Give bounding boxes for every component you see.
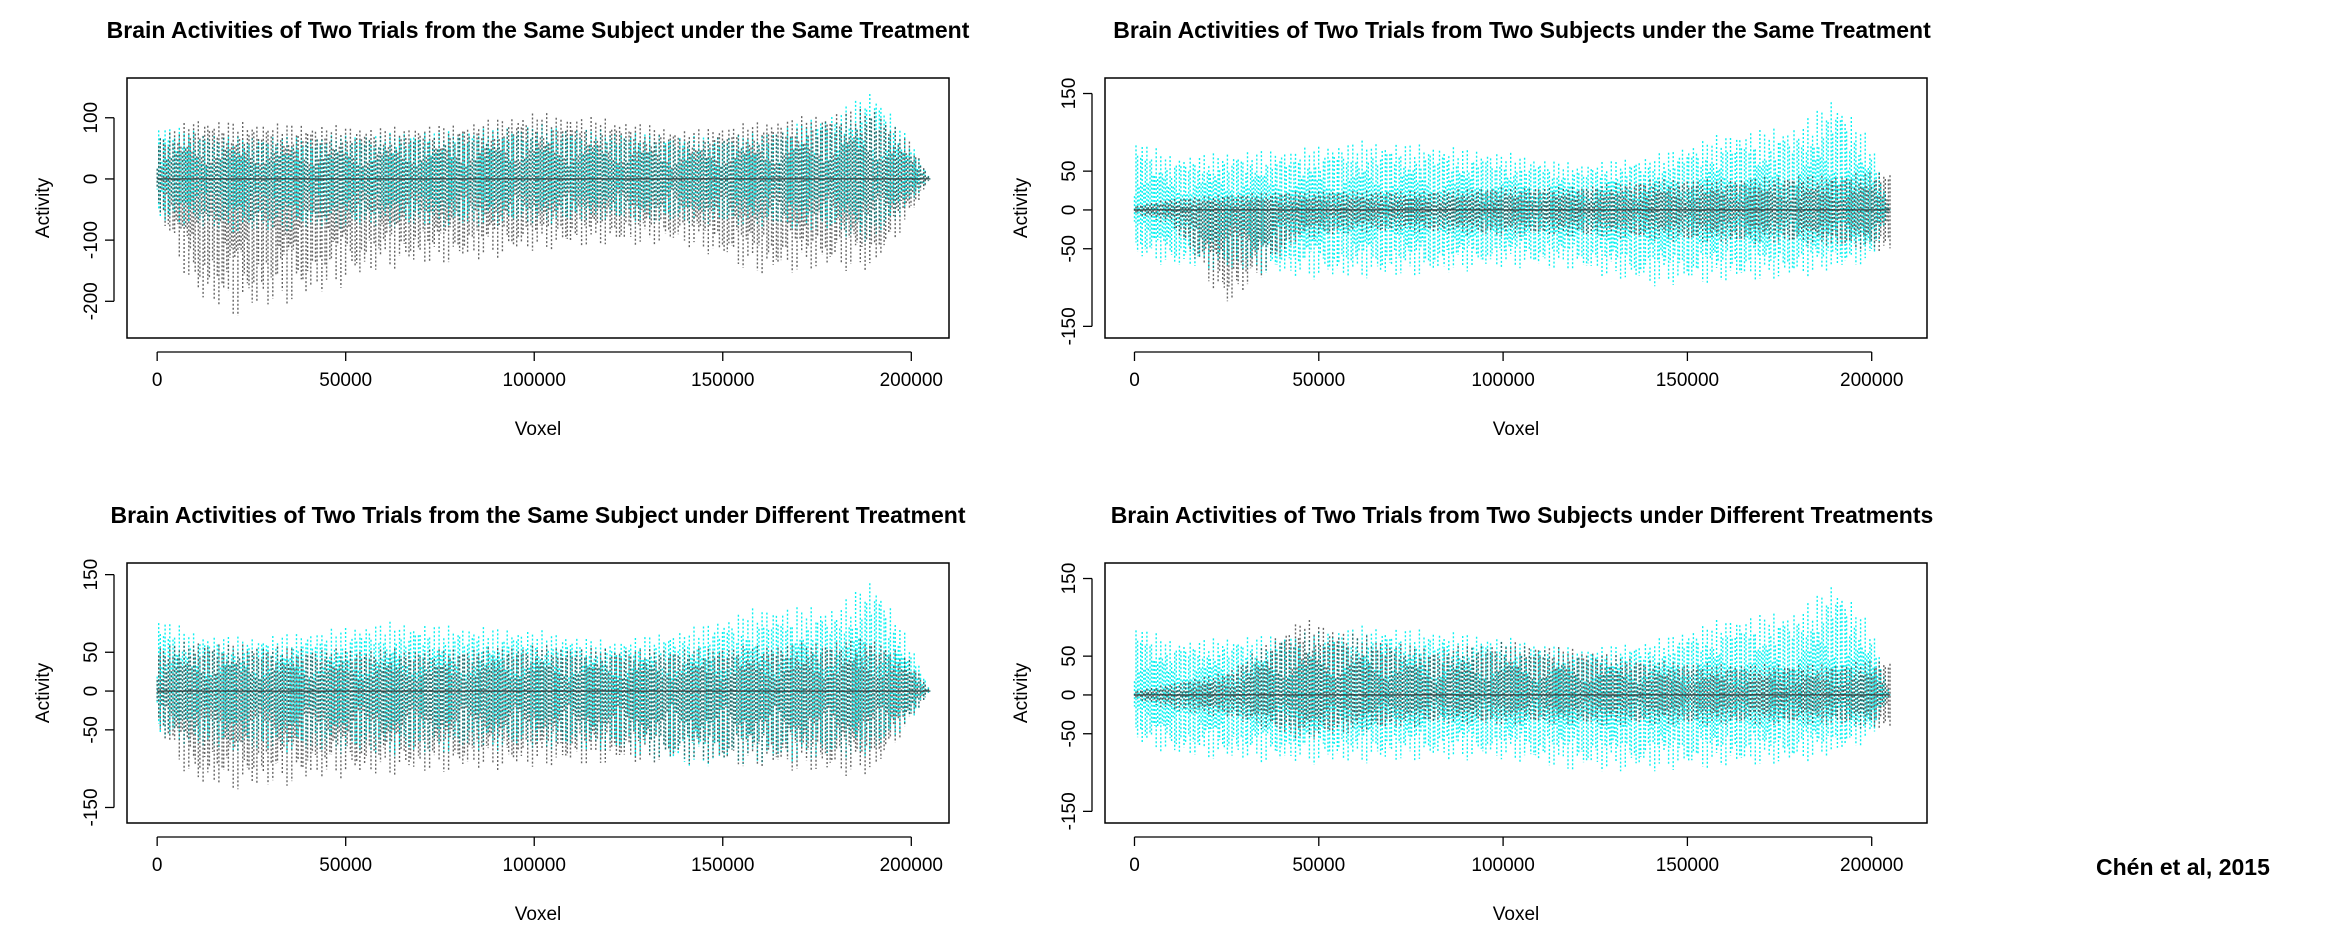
series-black [156,109,931,316]
x-tick-label: 100000 [1471,370,1534,391]
x-tick-label: 50000 [319,370,372,391]
x-tick-label: 50000 [1292,855,1345,876]
x-tick-label: 200000 [1840,855,1903,876]
x-tick-label: 0 [152,370,163,391]
y-tick-label: 50 [1059,161,1080,182]
chart-panel-1: Brain Activities of Two Trials from the … [33,17,970,440]
y-tick-label: -150 [81,788,102,826]
y-axis-label: Activity [33,177,54,238]
x-axis-label: Voxel [515,904,561,925]
y-axis: -200 -100 0 100 Activity [33,102,115,320]
series-envelope [156,109,931,316]
y-tick-label: -200 [81,282,102,320]
y-axis: -150 -50 0 50 150 Activity [1011,78,1093,345]
plot-frame [1104,77,1928,339]
series-black [156,639,931,790]
plot-area [1133,587,1891,772]
y-tick-label: -50 [1059,720,1080,747]
x-tick-label: 200000 [1840,370,1903,391]
x-tick-label: 150000 [691,370,754,391]
x-tick-label: 100000 [503,370,566,391]
plot-frame [126,562,950,824]
series-envelope [156,639,931,790]
chart-panel-3: Brain Activities of Two Trials from the … [33,502,966,925]
y-axis: -150 -50 0 50 150 Activity [1011,563,1093,830]
series-black [1133,620,1891,740]
x-axis-label: Voxel [1493,419,1539,440]
x-tick-label: 200000 [880,855,943,876]
x-tick-label: 100000 [1471,855,1534,876]
y-tick-label: -150 [1059,307,1080,345]
credit-text: Chén et al, 2015 [2096,854,2270,880]
x-tick-label: 200000 [880,370,943,391]
y-tick-label: 0 [81,686,102,697]
x-tick-label: 0 [152,855,163,876]
y-axis-label: Activity [1011,662,1032,723]
plot-frame [1104,562,1928,824]
y-tick-label: 50 [81,642,102,663]
y-tick-label: 0 [1059,205,1080,216]
chart-panel-2: Brain Activities of Two Trials from Two … [1011,17,1931,440]
x-axis: 0 50000 100000 150000 200000 Voxel [152,351,943,440]
plot-frame [126,77,950,339]
plot-area [156,583,931,790]
series-black [1133,172,1891,302]
x-tick-label: 100000 [503,855,566,876]
y-axis-label: Activity [1011,177,1032,238]
x-axis: 0 50000 100000 150000 200000 Voxel [1129,836,1903,925]
x-tick-label: 150000 [691,855,754,876]
y-tick-label: 150 [81,559,102,591]
y-axis: -150 -50 0 50 150 Activity [33,559,115,826]
x-tick-label: 50000 [1292,370,1345,391]
plot-area [1133,102,1891,302]
y-axis-label: Activity [33,662,54,723]
chart-title: Brain Activities of Two Trials from Two … [1113,17,1931,43]
chart-title: Brain Activities of Two Trials from the … [110,502,965,528]
x-tick-label: 150000 [1656,370,1719,391]
x-tick-label: 50000 [319,855,372,876]
x-axis: 0 50000 100000 150000 200000 Voxel [1129,351,1903,440]
plot-area [156,94,931,316]
chart-title: Brain Activities of Two Trials from Two … [1111,502,1934,528]
x-tick-label: 0 [1129,855,1140,876]
x-tick-label: 0 [1129,370,1140,391]
y-tick-label: 150 [1059,563,1080,595]
x-axis-label: Voxel [515,419,561,440]
chart-title: Brain Activities of Two Trials from the … [107,17,970,43]
y-tick-label: -100 [81,221,102,259]
y-tick-label: -150 [1059,792,1080,830]
x-axis-label: Voxel [1493,904,1539,925]
y-tick-label: -50 [1059,235,1080,262]
y-tick-label: 50 [1059,646,1080,667]
y-tick-label: 150 [1059,78,1080,110]
y-tick-label: -50 [81,716,102,743]
y-tick-label: 0 [81,174,102,185]
y-tick-label: 100 [81,102,102,134]
x-axis: 0 50000 100000 150000 200000 Voxel [152,836,943,925]
x-tick-label: 150000 [1656,855,1719,876]
chart-panel-4: Brain Activities of Two Trials from Two … [1011,502,1933,925]
y-tick-label: 0 [1059,690,1080,701]
